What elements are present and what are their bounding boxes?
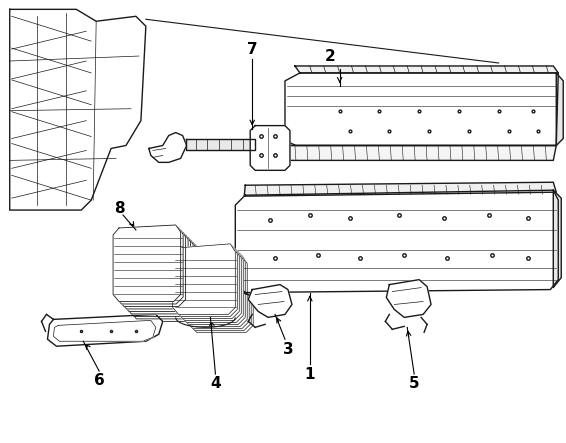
Polygon shape bbox=[554, 190, 561, 288]
Polygon shape bbox=[149, 132, 187, 163]
Polygon shape bbox=[118, 230, 186, 307]
Polygon shape bbox=[130, 242, 198, 319]
Text: 8: 8 bbox=[114, 201, 125, 216]
Polygon shape bbox=[556, 73, 563, 145]
Text: 3: 3 bbox=[282, 342, 293, 357]
Polygon shape bbox=[173, 244, 235, 315]
Polygon shape bbox=[285, 73, 558, 145]
Polygon shape bbox=[179, 250, 241, 320]
Polygon shape bbox=[235, 190, 558, 292]
Polygon shape bbox=[126, 237, 193, 314]
Polygon shape bbox=[48, 315, 163, 346]
Polygon shape bbox=[248, 284, 292, 317]
Polygon shape bbox=[191, 262, 253, 332]
Polygon shape bbox=[115, 227, 183, 304]
Polygon shape bbox=[123, 235, 191, 311]
Polygon shape bbox=[10, 9, 146, 210]
Polygon shape bbox=[128, 240, 195, 316]
Text: 1: 1 bbox=[305, 366, 315, 381]
Polygon shape bbox=[183, 254, 245, 324]
Polygon shape bbox=[186, 139, 255, 151]
Polygon shape bbox=[133, 245, 200, 321]
Text: 4: 4 bbox=[210, 377, 221, 392]
Text: 5: 5 bbox=[409, 377, 419, 392]
Text: 2: 2 bbox=[324, 49, 335, 63]
Polygon shape bbox=[282, 145, 556, 160]
Polygon shape bbox=[250, 126, 290, 170]
Text: 6: 6 bbox=[94, 373, 105, 389]
Polygon shape bbox=[295, 66, 558, 73]
Polygon shape bbox=[181, 252, 243, 323]
Text: 7: 7 bbox=[247, 42, 258, 57]
Polygon shape bbox=[387, 280, 431, 317]
Polygon shape bbox=[121, 233, 188, 309]
Polygon shape bbox=[187, 258, 249, 328]
Polygon shape bbox=[175, 246, 237, 316]
Polygon shape bbox=[113, 225, 181, 302]
Polygon shape bbox=[177, 248, 239, 319]
Polygon shape bbox=[185, 256, 247, 326]
Polygon shape bbox=[245, 182, 556, 196]
Polygon shape bbox=[188, 260, 251, 330]
Polygon shape bbox=[53, 320, 156, 341]
